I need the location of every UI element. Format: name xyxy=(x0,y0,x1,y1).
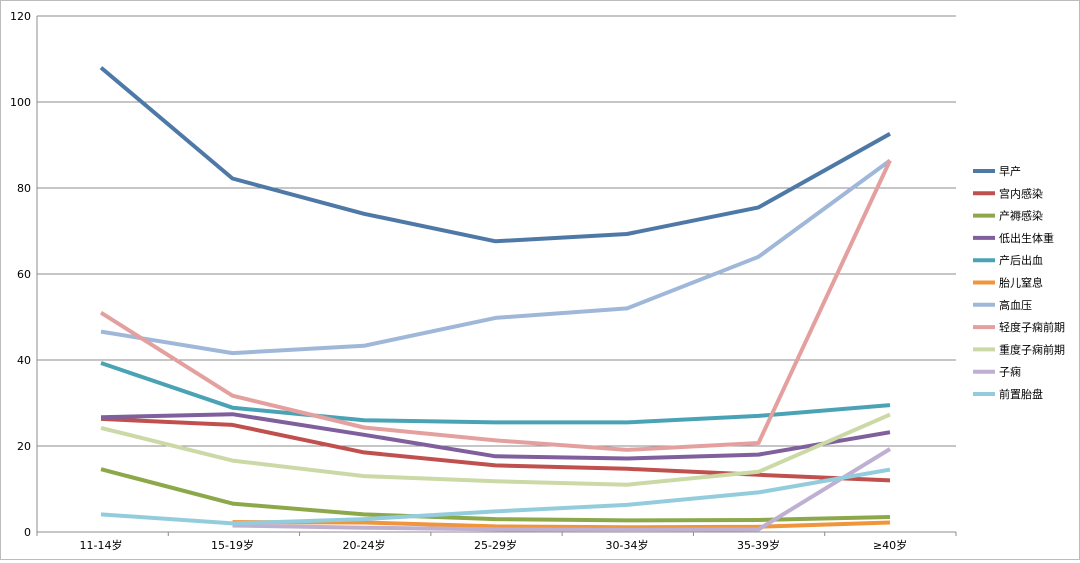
y-tick-label: 100 xyxy=(10,96,31,109)
legend-label: 子痫 xyxy=(999,365,1021,379)
axes: 0 20 40 60 80 100 120 11-14岁 15-19岁 20-24岁 25-29岁 3… xyxy=(10,10,957,552)
legend-label: 高血压 xyxy=(999,298,1032,312)
series-line-9 xyxy=(232,447,892,532)
x-tick-label: 11-14岁 xyxy=(80,538,123,552)
legend-label: 产褥感染 xyxy=(999,209,1043,223)
y-tick-label: 0 xyxy=(24,526,31,539)
legend-label: 前置胎盘 xyxy=(999,387,1043,401)
series-line-6 xyxy=(100,158,892,356)
gridlines xyxy=(37,15,956,447)
series-line-0 xyxy=(99,66,891,244)
legend-label: 产后出血 xyxy=(999,253,1043,267)
y-tick-label: 80 xyxy=(17,182,31,195)
series-lines xyxy=(99,66,892,532)
legend-label: 宫内感染 xyxy=(999,186,1043,200)
x-tick-label: 15-19岁 xyxy=(211,538,254,552)
series-line-8 xyxy=(100,412,891,487)
legend-label: 轻度子痫前期 xyxy=(999,320,1065,334)
series-line-1 xyxy=(100,416,891,483)
series-line-3 xyxy=(100,412,891,461)
legend-label: 低出生体重 xyxy=(999,231,1054,245)
legend: 早产宫内感染产褥感染低出生体重产后出血胎儿窒息高血压轻度子痫前期重度子痫前期子痫… xyxy=(973,164,1065,401)
series-line-2 xyxy=(100,467,891,523)
series-line-10 xyxy=(100,467,891,526)
legend-label: 重度子痫前期 xyxy=(999,342,1065,356)
legend-label: 胎儿窒息 xyxy=(999,276,1043,290)
x-tick-label: ≥40岁 xyxy=(873,538,907,552)
x-tick-label: 20-24岁 xyxy=(343,538,386,552)
x-tick-label: 35-39岁 xyxy=(737,538,780,552)
series-line-5 xyxy=(232,520,891,530)
y-tick-label: 60 xyxy=(17,268,31,281)
series-line-7 xyxy=(99,159,892,452)
y-tick-label: 120 xyxy=(10,10,31,23)
x-tick-label: 30-34岁 xyxy=(606,538,649,552)
series-line-4 xyxy=(100,361,891,425)
x-tick-label: 25-29岁 xyxy=(474,538,517,552)
y-tick-label: 20 xyxy=(17,440,31,453)
legend-label: 早产 xyxy=(999,164,1021,178)
y-tick-label: 40 xyxy=(17,354,31,367)
